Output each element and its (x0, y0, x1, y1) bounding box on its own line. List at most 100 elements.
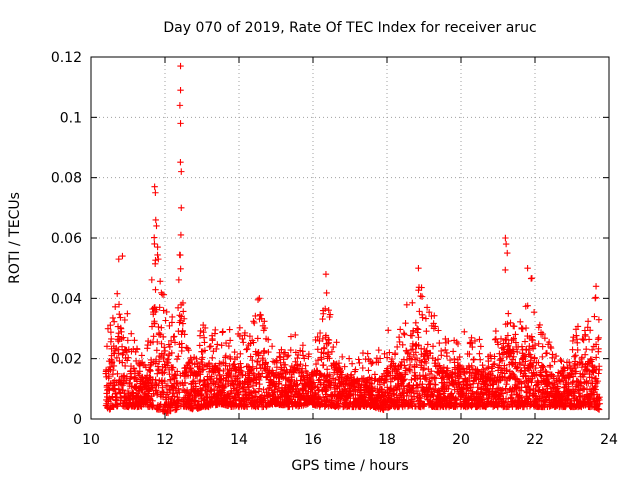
data-point (121, 362, 129, 370)
data-point (131, 337, 138, 344)
data-point (171, 339, 179, 346)
data-point (273, 357, 280, 365)
data-point (181, 379, 189, 387)
data-point (201, 347, 209, 354)
data-point (107, 405, 114, 413)
data-point (277, 359, 284, 367)
data-point (249, 357, 256, 364)
data-point (152, 376, 159, 384)
data-point (591, 313, 598, 320)
data-point (323, 289, 330, 297)
data-point (177, 86, 184, 94)
data-point (179, 299, 187, 307)
data-point (180, 315, 188, 322)
data-point (218, 342, 225, 349)
data-point (530, 308, 538, 316)
data-point (151, 234, 158, 241)
data-point (124, 387, 132, 395)
data-point (108, 335, 115, 343)
data-point (573, 332, 580, 339)
data-point (476, 356, 484, 363)
data-point (431, 312, 438, 319)
data-point (403, 301, 411, 309)
x-axis-tick-labels: 10 12 14 16 18 20 22 24 (82, 432, 618, 448)
data-point (153, 347, 161, 354)
data-point (152, 286, 159, 293)
data-point (208, 373, 215, 380)
data-point (167, 337, 175, 344)
data-point (208, 386, 215, 394)
data-point (114, 290, 121, 297)
data-point (162, 317, 169, 324)
data-point (122, 377, 130, 384)
data-point (252, 389, 259, 396)
data-point (179, 320, 187, 327)
data-point (273, 357, 281, 364)
y-tick-label: 0.12 (51, 50, 82, 66)
data-point (199, 354, 206, 361)
data-point (547, 344, 555, 352)
data-point (247, 366, 254, 374)
data-point (133, 346, 141, 353)
data-point (136, 368, 144, 375)
data-point (519, 325, 526, 333)
data-point (479, 361, 486, 369)
x-tick-label: 18 (378, 432, 396, 448)
data-point (252, 312, 259, 320)
data-point (171, 374, 178, 382)
data-point (197, 327, 204, 335)
data-point (502, 266, 509, 274)
data-point (170, 333, 177, 341)
data-point (584, 318, 592, 325)
x-tick-label: 20 (452, 432, 470, 448)
data-point (415, 264, 422, 272)
data-point (119, 359, 126, 366)
data-point (167, 377, 174, 385)
data-point (178, 168, 185, 175)
data-point (222, 352, 230, 360)
data-point (193, 355, 200, 362)
data-point (579, 335, 586, 343)
data-point (174, 399, 182, 407)
x-axis-label: GPS time / hours (291, 458, 408, 474)
data-point (318, 355, 325, 363)
data-point (219, 389, 227, 396)
data-point (168, 349, 175, 357)
data-point (503, 380, 510, 388)
data-point (174, 368, 181, 375)
data-point (557, 356, 564, 364)
data-point (535, 340, 542, 347)
y-tick-label: 0.08 (51, 171, 82, 187)
data-point (219, 328, 227, 335)
data-point (385, 327, 392, 334)
data-point (147, 362, 154, 369)
data-point (504, 249, 511, 257)
data-point (246, 378, 254, 385)
data-point (168, 313, 176, 321)
data-point (154, 243, 161, 251)
data-point (583, 345, 590, 353)
data-point (412, 319, 420, 326)
data-point (539, 353, 546, 361)
data-point (247, 353, 254, 360)
data-point (415, 334, 422, 341)
data-point (365, 367, 372, 374)
data-point (117, 314, 124, 321)
data-point (492, 327, 500, 335)
data-point (268, 343, 276, 350)
data-point (164, 391, 171, 398)
data-point (155, 323, 162, 331)
data-point (166, 343, 174, 351)
data-point (468, 334, 475, 342)
data-point (185, 346, 192, 354)
data-point (402, 320, 409, 327)
data-point (151, 320, 158, 327)
data-point (112, 303, 119, 311)
data-point (547, 363, 554, 371)
data-point (205, 359, 213, 367)
data-point (218, 388, 225, 395)
data-point (571, 353, 578, 360)
x-tick-label: 16 (304, 432, 322, 448)
data-point (254, 358, 262, 365)
data-point (175, 353, 182, 360)
